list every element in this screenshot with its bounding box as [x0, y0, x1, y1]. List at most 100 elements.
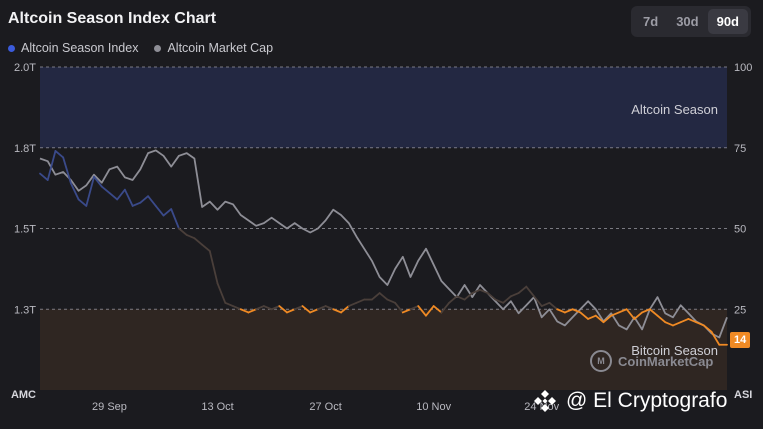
series-segment-index-5 [77, 198, 88, 207]
series-segment-index-73 [602, 314, 613, 324]
watermark-text: @ El Cryptografo [566, 389, 728, 412]
page-title: Altcoin Season Index Chart [8, 10, 217, 27]
series-segment-index-39 [340, 305, 350, 314]
series-segment-index-20 [193, 237, 204, 246]
series-segment-index-75 [618, 308, 628, 314]
series-segment-index-14 [147, 195, 157, 207]
current-value-badge: 14 [730, 332, 751, 348]
series-segment-index-81 [664, 321, 674, 327]
series-segment-index-10 [116, 188, 126, 201]
series-segment-index-44 [378, 292, 389, 301]
right-tick-100: 100 [734, 62, 752, 74]
series-segment-index-35 [309, 308, 319, 314]
range-7d-button[interactable]: 7d [643, 14, 659, 29]
range-30d-button[interactable]: 30d [676, 14, 699, 29]
series-segment-index-32 [286, 308, 296, 314]
series-segment-index-45 [386, 298, 396, 304]
legend-dot-index-icon [8, 44, 15, 52]
series-segment-index-46 [394, 301, 404, 314]
series-segment-index-52 [440, 301, 451, 314]
series-segment-index-7 [93, 175, 103, 188]
series-segment-index-66 [548, 301, 559, 311]
right-tick-50: 50 [734, 224, 746, 236]
legend-dot-market-cap-icon [154, 44, 162, 52]
series-segment-index-12 [131, 201, 142, 207]
binance-logo-icon [534, 390, 556, 412]
series-segment-index-53 [448, 295, 458, 304]
series-segment-index-63 [525, 285, 535, 298]
series-segment-index-3 [62, 156, 72, 185]
left-axis-label: AMC [11, 389, 36, 401]
series-segment-index-74 [610, 311, 620, 317]
series-segment-index-68 [563, 308, 574, 314]
legend-item-market-cap[interactable]: Altcoin Market Cap [154, 41, 273, 55]
series-segment-index-28 [255, 305, 265, 311]
series-segment-index-15 [154, 204, 165, 217]
series-segment-index-47 [401, 308, 412, 314]
series-segment-index-69 [571, 308, 582, 314]
series-segment-index-30 [270, 305, 281, 311]
chart-legend: Altcoin Season Index Altcoin Market Cap [8, 41, 273, 55]
range-90d-button[interactable]: 90d [707, 9, 748, 34]
series-segment-index-84 [687, 318, 698, 324]
x-tick-3: 10 Nov [416, 401, 451, 413]
coinmarketcap-brand: M CoinMarketCap [590, 350, 713, 372]
bitcoin-season-label: Bitcoin Season [631, 343, 718, 358]
series-segment-index-13 [139, 195, 149, 204]
series-segment-index-4 [69, 182, 80, 201]
legend-label-market-cap: Altcoin Market Cap [167, 41, 274, 55]
x-tick-0: 29 Sep [92, 401, 127, 413]
series-segment-index-59 [494, 298, 505, 304]
right-axis-label: ASI [734, 389, 752, 401]
right-tick-25: 25 [734, 304, 746, 316]
x-tick-1: 13 Oct [201, 401, 233, 413]
series-segment-index-11 [124, 188, 134, 207]
series-segment-index-64 [533, 295, 543, 307]
series-segment-index-9 [108, 192, 119, 201]
series-segment-index-40 [347, 301, 358, 307]
series-segment-index-17 [170, 208, 180, 230]
series-segment-index-72 [594, 314, 605, 324]
legend-item-index[interactable]: Altcoin Season Index [8, 41, 138, 55]
series-segment-index-71 [587, 314, 597, 320]
time-range-selector: 7d 30d 90d [631, 6, 751, 37]
series-segment-index-56 [471, 288, 481, 295]
series-segment-index-23 [216, 282, 227, 304]
bitcoin-season-zone [40, 309, 727, 390]
left-tick-2: 1.5T [14, 224, 36, 236]
series-segment-index-8 [100, 185, 111, 194]
series-segment-index-79 [648, 308, 659, 317]
series-segment-index-83 [679, 318, 690, 324]
series-segment-index-18 [178, 227, 188, 236]
series-segment-index-27 [247, 308, 258, 314]
series-segment-index-37 [324, 305, 335, 311]
series-segment-index-1 [46, 150, 57, 181]
series-segment-index-54 [455, 295, 466, 301]
series-segment-index-85 [695, 321, 705, 327]
series-segment-index-67 [556, 308, 566, 314]
series-segment-index-77 [633, 311, 643, 320]
series-segment-index-21 [201, 243, 211, 253]
coinmarketcap-logo-icon: M [590, 350, 612, 372]
series-segment-index-62 [517, 285, 528, 295]
series-segment-index-50 [425, 305, 435, 317]
series-segment-index-22 [208, 250, 219, 285]
series-segment-index-25 [232, 305, 242, 311]
series-segment-index-87 [710, 330, 721, 346]
series-segment-index-55 [463, 292, 474, 301]
series-segment-index-33 [293, 305, 304, 311]
series-segment-index-0 [39, 172, 49, 181]
left-tick-3: 1.3T [14, 304, 36, 316]
series-segment-index-60 [502, 295, 512, 304]
series-segment-index-38 [332, 308, 342, 314]
series-segment-index-82 [672, 321, 682, 327]
left-tick-0: 2.0T [14, 62, 36, 74]
series-segment-index-19 [185, 234, 196, 240]
series-segment-index-41 [355, 298, 366, 304]
altcoin-season-label: Altcoin Season [631, 102, 718, 117]
right-tick-75: 75 [734, 143, 746, 155]
series-segment-index-49 [417, 305, 427, 317]
series-segment-index-26 [239, 308, 250, 314]
x-tick-4: 24 Nov [524, 401, 559, 413]
